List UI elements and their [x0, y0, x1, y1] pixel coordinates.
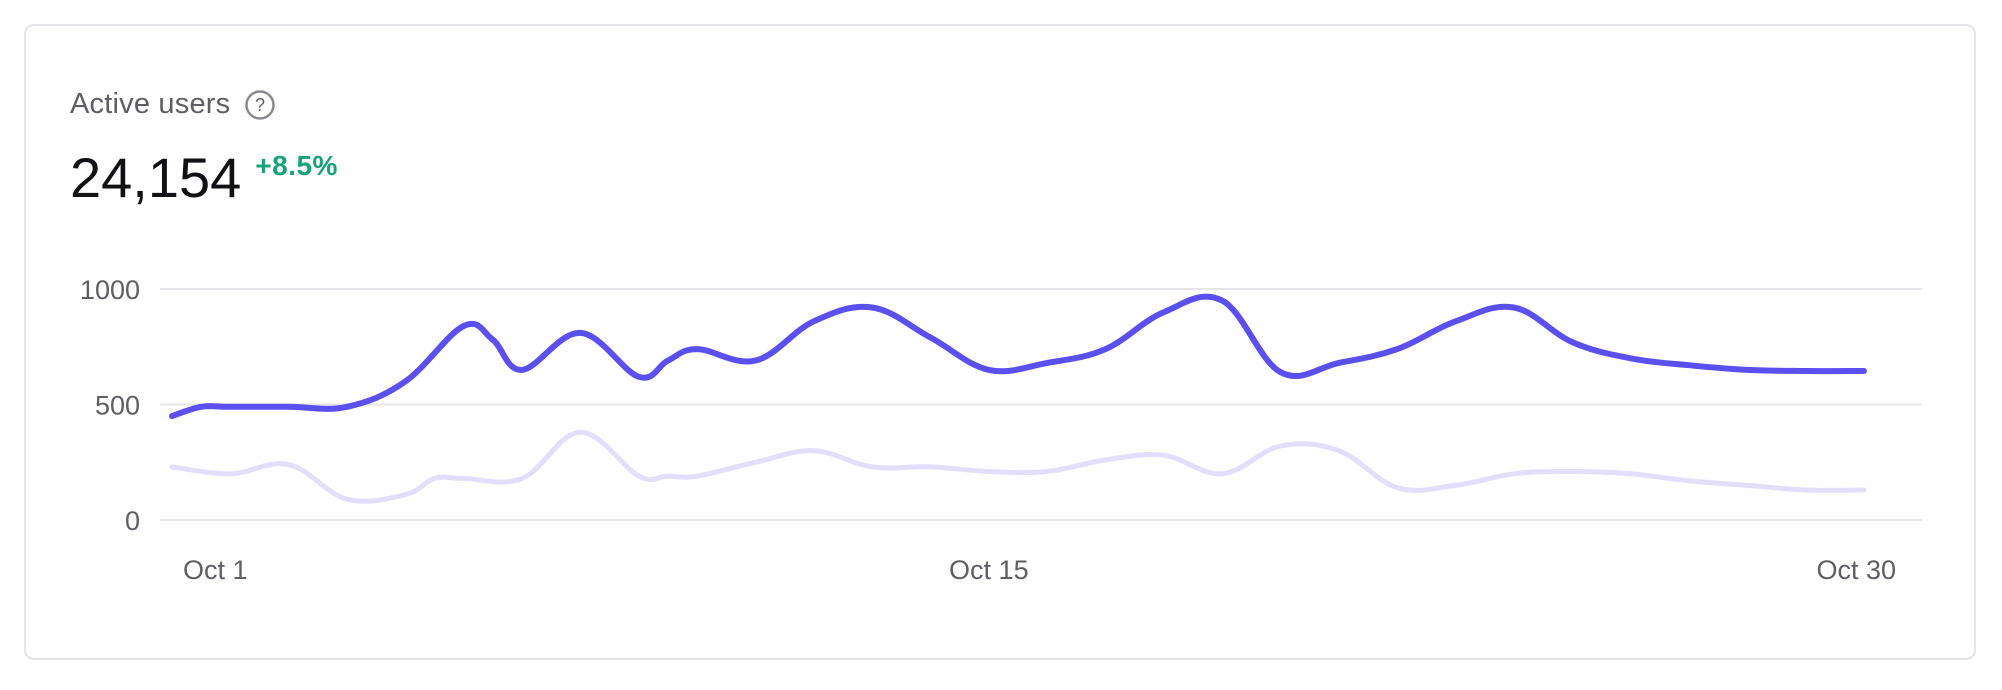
kpi-block: 24,154 +8.5%: [70, 146, 338, 210]
active-users-card: [24, 24, 1976, 660]
question-circle-icon[interactable]: ?: [244, 89, 276, 121]
card-title: Active users: [70, 88, 231, 120]
change-percentage: +8.5%: [255, 150, 338, 181]
svg-text:?: ?: [255, 95, 265, 115]
card-header: Active users ?: [70, 88, 276, 121]
active-users-value: 24,154: [70, 146, 242, 209]
